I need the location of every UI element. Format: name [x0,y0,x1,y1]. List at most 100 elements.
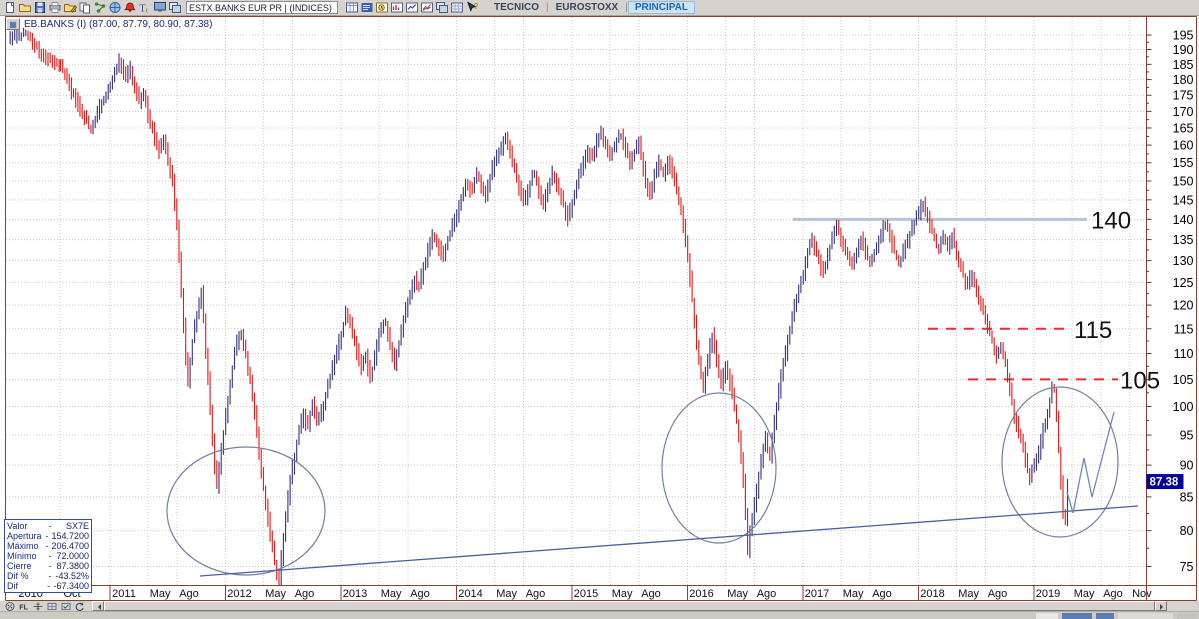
chart-properties-button[interactable]: ▦ [6,18,20,30]
chart-background [0,16,1199,601]
svg-text:175: 175 [1173,89,1194,103]
info-row: Valor - SX7E [7,521,89,531]
tab-principal[interactable]: PRINCIPAL [627,1,695,14]
svg-text:t: t [146,7,148,15]
compare-chart-icon[interactable] [419,1,434,14]
tab-tecnico[interactable]: TECNICO [494,2,539,13]
info-value: 154.7200 [51,531,89,541]
svg-text:Ago: Ago [179,588,199,600]
chart-annotations [166,386,1139,577]
new-chart-icon[interactable] [389,1,404,14]
svg-text:2015: 2015 [574,588,598,600]
svg-text:May: May [265,588,286,600]
taskbar-item[interactable] [1177,613,1197,619]
svg-text:2012: 2012 [227,588,251,600]
info-row: Máximo -206.4700 [7,541,89,551]
svg-text:110: 110 [1174,347,1194,361]
open-icon[interactable] [17,1,32,14]
symbol-input[interactable] [186,1,338,14]
status-bar: FL [0,601,1199,611]
ellipse-annotation-2016-low[interactable] [661,392,777,544]
info-row: Dif % - -43.52% [7,571,89,581]
info-label: Dif % [7,571,29,581]
connections-icon[interactable] [92,1,107,14]
save-icon[interactable] [32,1,47,14]
svg-text:125: 125 [1173,276,1194,290]
info-label: Cierre [7,561,32,571]
taskbar-item[interactable] [1062,613,1092,619]
info-label: Dif [7,581,18,591]
percent-icon[interactable] [3,601,17,611]
taskbar-item[interactable] [1096,613,1114,619]
svg-text:May: May [612,588,633,600]
svg-text:2011: 2011 [112,588,136,600]
level-lines [793,217,1118,381]
data-table-icon[interactable] [344,1,359,14]
svg-text:170: 170 [1173,105,1194,119]
svg-text:165: 165 [1173,121,1194,135]
new-icon[interactable] [2,1,17,14]
main-toolbar: Tt ? TECNICO|EUROSTOXX|PRINCIPAL [0,0,1199,16]
info-dash: - [47,581,51,591]
ellipse-annotation-2019-low[interactable] [1001,386,1119,538]
svg-text:115: 115 [1174,322,1194,336]
scroll-right-button[interactable] [1155,601,1167,611]
support-trendline[interactable] [199,505,1139,577]
scale-icon[interactable]: FL [17,601,31,611]
tab-eurostoxx[interactable]: EUROSTOXX [555,2,619,13]
taskbar-item[interactable] [1036,613,1058,619]
forecast-zigzag[interactable] [1066,411,1115,514]
ellipse-annotation-2012-low[interactable] [166,446,326,576]
refresh-icon[interactable] [73,601,87,611]
info-value: SX7E [65,521,89,531]
svg-text:Ago: Ago [295,588,315,600]
info-label: Apertura [7,531,42,541]
svg-text:May: May [381,588,402,600]
info-dash: - [45,531,49,541]
level-label-140: 140 [1091,207,1131,234]
print-icon[interactable] [47,1,62,14]
horizontal-scrollbar[interactable] [92,601,1167,611]
screen-icon[interactable] [152,1,167,14]
windows-icon[interactable] [434,1,449,14]
info-row: Cierre -87.3800 [7,561,89,571]
svg-text:May: May [1074,588,1095,600]
alerts-icon[interactable] [122,1,137,14]
svg-text:135: 135 [1173,233,1194,247]
edit-chart-icon[interactable] [404,1,419,14]
svg-text:Ago: Ago [872,588,892,600]
network-icon[interactable] [107,1,122,14]
edit-page-icon[interactable] [62,1,77,14]
taskbar-strip [0,611,1199,619]
info-dash: - [48,521,52,531]
scrollbar-thumb[interactable] [104,601,1155,611]
scroll-left-button[interactable] [92,601,104,611]
apply-icon[interactable] [59,601,73,611]
info-row: Mínimo -72.0000 [7,551,89,561]
svg-text:May: May [958,588,979,600]
crosshair-icon[interactable] [31,601,45,611]
quote-board-icon[interactable] [359,1,374,14]
info-value: 72.0000 [56,551,89,561]
info-dash: - [48,561,52,571]
help-pointer-icon[interactable]: ? [464,1,479,14]
info-value: -43.52% [55,571,89,581]
left-arrow-icon [95,604,101,610]
time-chart-icon[interactable] [374,1,389,14]
svg-text:Ago: Ago [410,588,430,600]
copy-icon[interactable] [77,1,92,14]
svg-text:2019: 2019 [1036,588,1060,600]
svg-text:180: 180 [1173,73,1194,87]
windows-icon[interactable] [167,1,182,14]
grid-sm-icon[interactable] [45,601,59,611]
chart-grid-icon[interactable] [449,1,464,14]
level-label-105: 105 [1120,367,1160,394]
svg-text:150: 150 [1173,174,1194,188]
svg-text:185: 185 [1173,58,1194,72]
svg-text:Ago: Ago [1103,588,1123,600]
taskbar-item[interactable] [1118,613,1173,619]
last-price-text: 87.38 [1150,477,1179,489]
